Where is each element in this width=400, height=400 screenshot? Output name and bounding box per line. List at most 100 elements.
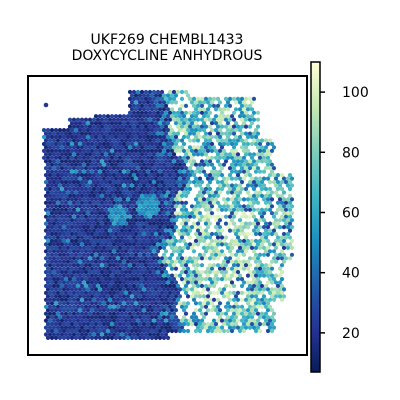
hex-spot: [113, 245, 119, 250]
hex-spot: [131, 145, 137, 150]
hex-spot: [43, 277, 49, 282]
hex-spot: [115, 228, 121, 233]
hex-spot: [185, 266, 191, 271]
hex-spot: [167, 173, 173, 178]
hex-spot: [81, 169, 87, 174]
hex-spot: [79, 228, 85, 233]
hex-spot: [91, 228, 97, 233]
hex-spot: [159, 152, 165, 157]
hex-spot: [83, 318, 89, 323]
hex-spot-layer: [41, 89, 295, 340]
hex-spot: [133, 322, 139, 327]
hex-spot: [123, 145, 129, 150]
hex-spot: [159, 166, 165, 171]
hex-spot: [61, 183, 67, 188]
hex-spot: [55, 131, 61, 136]
hex-spot: [75, 173, 81, 178]
hex-spot: [151, 263, 157, 268]
hex-spot: [147, 242, 153, 247]
hex-spot: [99, 207, 105, 212]
hex-spot: [51, 277, 57, 282]
hex-spot: [221, 107, 227, 112]
hex-spot: [75, 249, 81, 254]
hex-spot: [105, 245, 111, 250]
hex-spot: [163, 242, 169, 247]
hex-spot: [111, 173, 117, 178]
hex-spot: [119, 131, 125, 136]
hex-spot: [123, 311, 129, 316]
hex-spot: [77, 308, 83, 313]
hex-spot: [203, 124, 209, 129]
hex-spot: [221, 176, 227, 181]
hex-spot: [213, 238, 219, 244]
hex-spot: [123, 263, 129, 268]
hex-spot: [87, 207, 93, 212]
hex-spot: [141, 322, 147, 327]
hex-spot: [141, 231, 147, 237]
hex-spot: [89, 280, 95, 285]
hex-spot: [105, 301, 111, 306]
hex-spot: [61, 287, 67, 292]
hex-spot: [73, 204, 79, 209]
hex-spot: [253, 169, 259, 174]
hex-spot: [105, 197, 111, 202]
hex-spot: [73, 322, 79, 327]
hex-spot: [151, 145, 157, 150]
hex-spot: [167, 117, 173, 122]
hex-spot: [99, 228, 105, 233]
hex-spot: [79, 180, 85, 185]
hex-spot: [119, 249, 125, 254]
hex-spot: [195, 166, 201, 171]
hex-spot: [81, 328, 87, 334]
hex-spot: [129, 128, 135, 133]
hex-spot: [113, 176, 119, 181]
hex-spot: [57, 335, 63, 340]
hex-spot: [267, 277, 273, 282]
hex-spot: [97, 128, 103, 133]
hex-spot: [71, 166, 77, 171]
hex-spot: [209, 190, 215, 195]
hex-spot: [247, 304, 253, 309]
hex-spot: [217, 301, 223, 306]
hex-spot: [203, 96, 209, 101]
hex-spot: [127, 180, 133, 185]
hex-spot: [121, 190, 127, 195]
hex-spot: [149, 197, 155, 202]
hex-spot: [241, 280, 247, 285]
hex-spot: [189, 287, 195, 292]
hex-spot: [187, 214, 193, 219]
hex-spot: [287, 256, 293, 261]
hex-spot: [135, 221, 141, 226]
hex-spot: [215, 152, 221, 157]
hex-spot: [127, 207, 133, 212]
hex-spot: [95, 173, 101, 178]
hex-spot: [67, 242, 73, 247]
hex-spot: [131, 110, 137, 115]
hex-spot: [199, 186, 205, 192]
hex-spot: [253, 259, 259, 264]
hex-spot: [139, 110, 145, 115]
hex-spot: [123, 173, 129, 178]
hex-spot: [199, 235, 205, 240]
hex-spot: [171, 304, 177, 309]
hex-spot: [93, 273, 99, 278]
hex-spot: [69, 322, 75, 327]
hex-spot: [77, 134, 83, 140]
hex-spot: [191, 290, 197, 295]
hex-spot: [121, 328, 127, 334]
hex-spot: [71, 256, 77, 261]
hex-spot: [155, 145, 161, 150]
hex-spot: [135, 242, 141, 247]
hex-spot: [169, 287, 175, 292]
hex-spot: [251, 193, 257, 198]
hex-spot: [87, 277, 93, 282]
hex-spot: [175, 193, 181, 198]
hex-spot: [87, 256, 93, 261]
hex-spot: [129, 225, 135, 230]
hex-spot: [91, 249, 97, 254]
hex-spot: [41, 141, 47, 147]
hex-spot: [59, 311, 65, 316]
hex-spot: [145, 134, 151, 140]
hex-spot: [65, 211, 71, 216]
hex-spot: [231, 193, 237, 198]
